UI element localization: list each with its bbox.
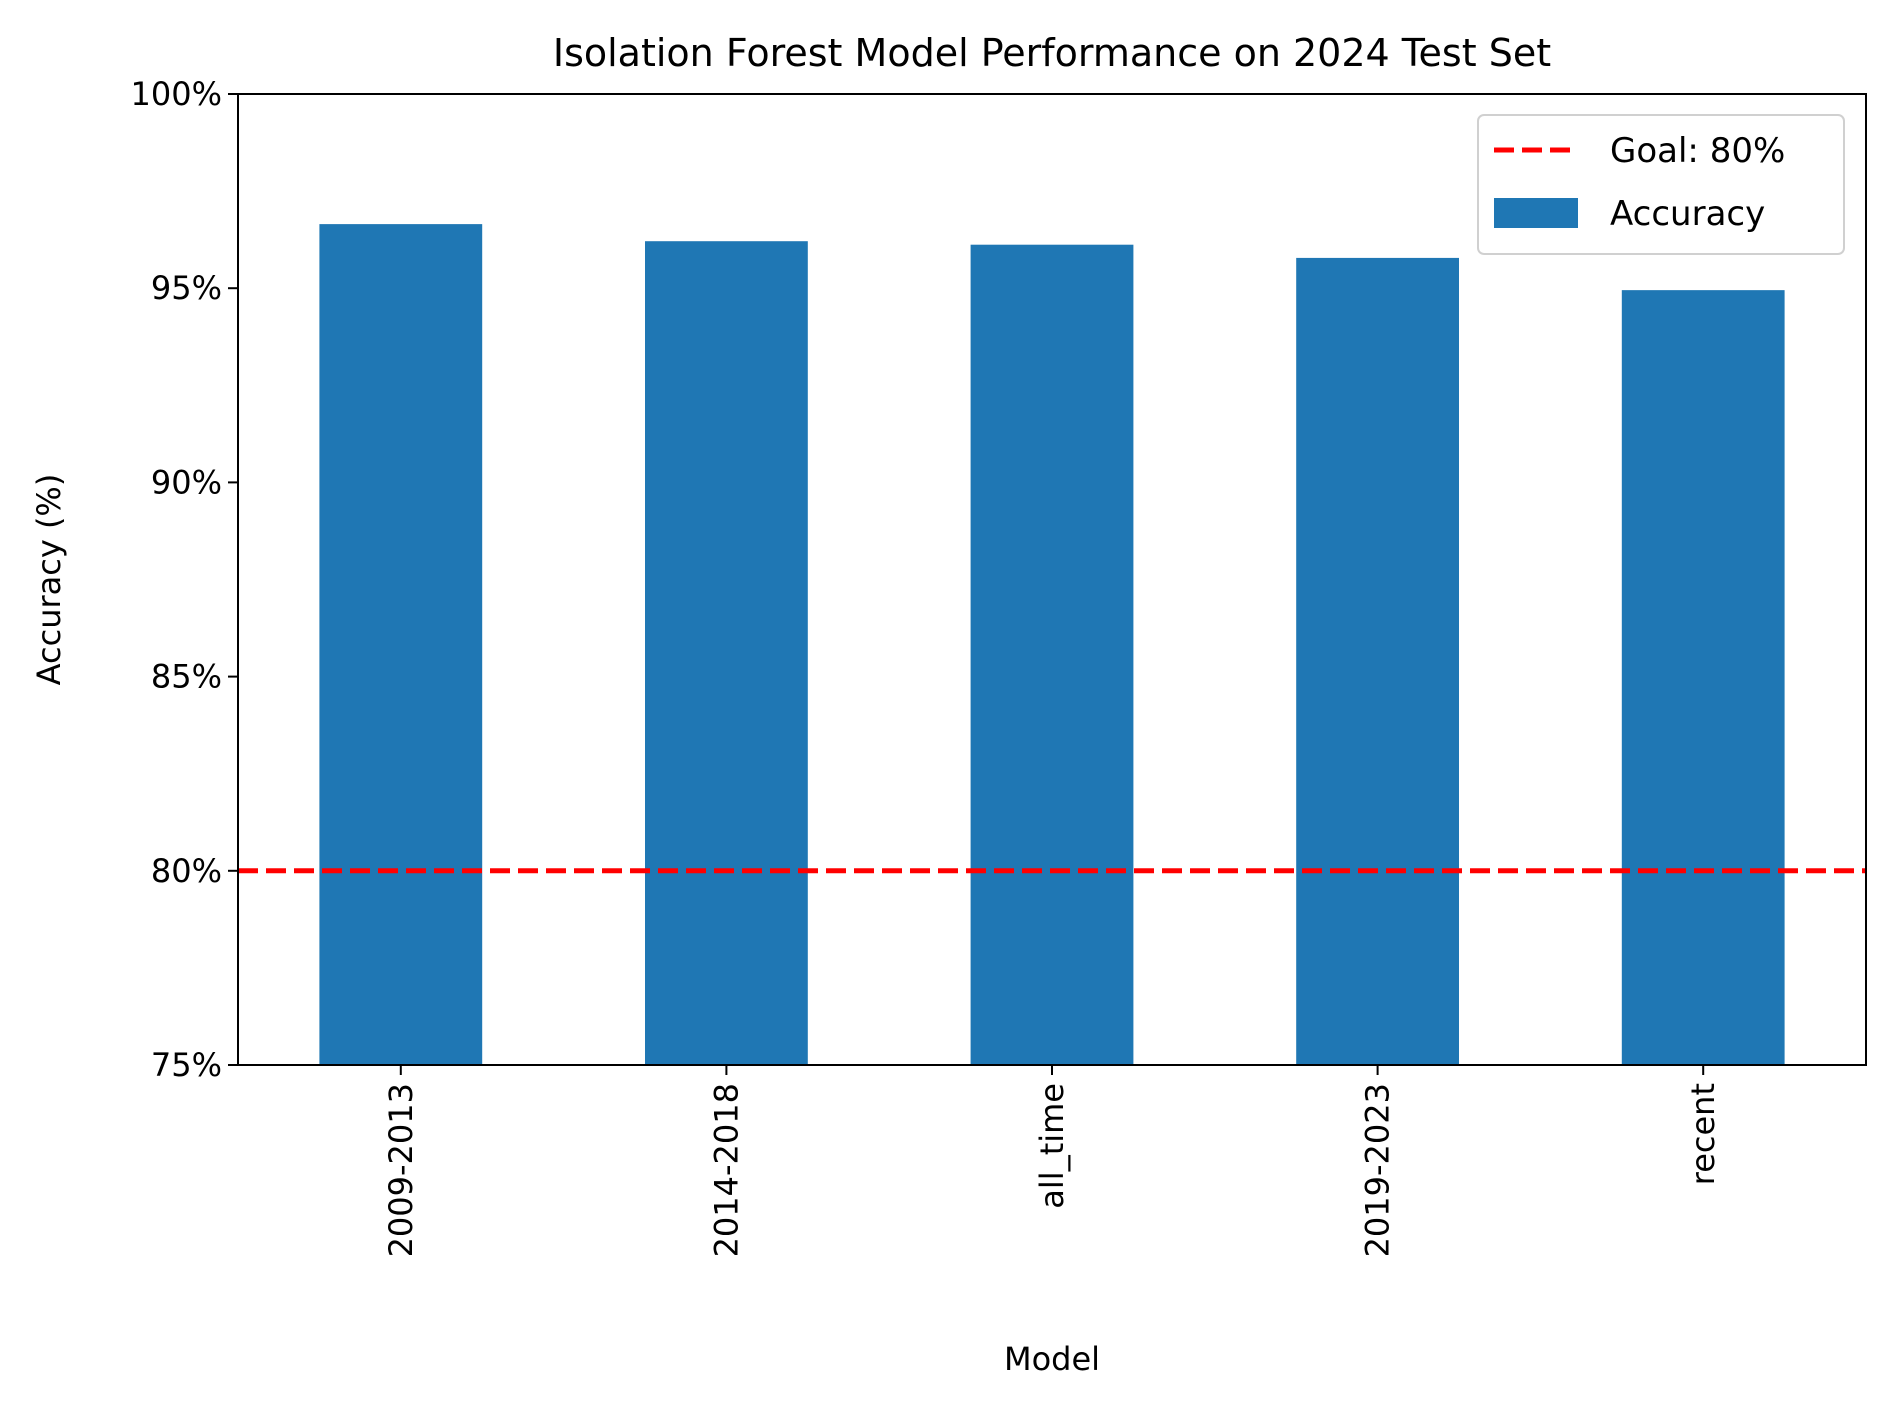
bar-2014-2018 <box>645 241 808 1065</box>
chart-title: Isolation Forest Model Performance on 20… <box>553 31 1551 75</box>
x-tick-label: recent <box>1684 1083 1722 1185</box>
bar-all_time <box>970 244 1134 1065</box>
y-tick-label: 90% <box>151 463 222 501</box>
bar-2019-2023 <box>1296 257 1459 1065</box>
bar-2009-2013 <box>319 224 483 1065</box>
legend-accuracy-label: Accuracy <box>1610 194 1765 234</box>
bar-recent <box>1621 290 1785 1066</box>
y-tick-label: 80% <box>151 852 222 890</box>
y-axis-title: Accuracy (%) <box>30 474 68 686</box>
x-tick-label: 2009-2013 <box>382 1083 420 1257</box>
y-axis: 75% 80% 85% 90% 95% 100% <box>131 75 238 1084</box>
y-tick-label: 75% <box>151 1046 222 1084</box>
x-axis: 2009-2013 2014-2018 all_time 2019-2023 recen… <box>382 1065 1722 1257</box>
y-tick-label: 100% <box>131 75 222 113</box>
x-tick-label: all_time <box>1033 1083 1071 1209</box>
x-tick-label: 2019-2023 <box>1359 1083 1397 1257</box>
legend-accuracy-swatch <box>1494 198 1578 228</box>
bars-group <box>319 224 1785 1066</box>
legend: Goal: 80% Accuracy <box>1477 114 1845 255</box>
x-axis-title: Model <box>1004 1340 1100 1378</box>
y-tick-label: 95% <box>151 269 222 307</box>
x-tick-label: 2014-2018 <box>707 1083 745 1257</box>
legend-goal-label: Goal: 80% <box>1610 131 1785 171</box>
y-tick-label: 85% <box>151 658 222 696</box>
